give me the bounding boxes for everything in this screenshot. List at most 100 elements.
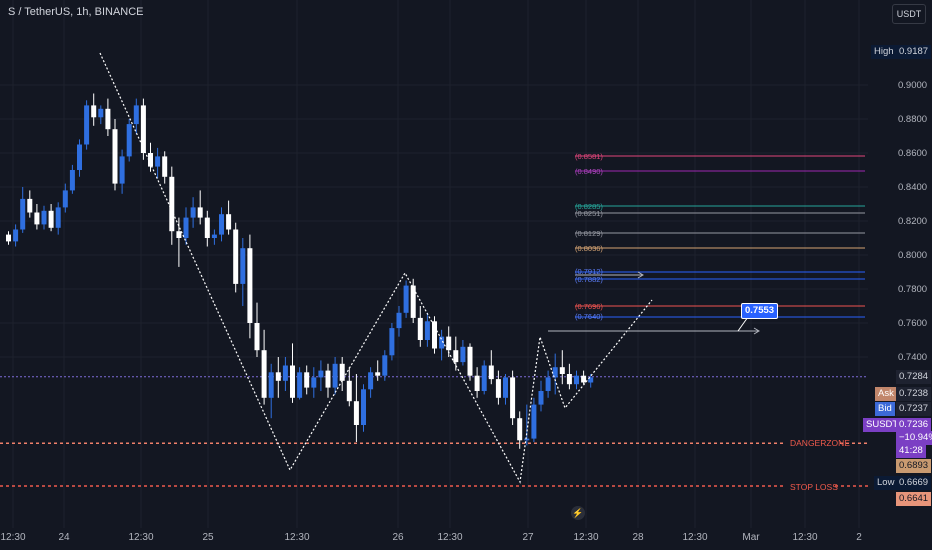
countdown: 41:28 bbox=[896, 444, 926, 458]
candle-body bbox=[339, 363, 345, 381]
x-tick: Mar bbox=[742, 532, 760, 543]
level-label: (0.8285) bbox=[575, 202, 603, 211]
candle-body bbox=[162, 156, 168, 177]
candle-body bbox=[226, 214, 232, 230]
candle-body bbox=[488, 365, 494, 380]
candle-body bbox=[467, 346, 473, 376]
candle-body bbox=[155, 156, 161, 167]
candle-body bbox=[424, 321, 430, 340]
candle-body bbox=[55, 207, 61, 228]
candle-body bbox=[439, 336, 445, 349]
ask-label: Ask bbox=[875, 387, 897, 401]
candle-body bbox=[190, 207, 196, 218]
level-label: (0.7912) bbox=[575, 267, 603, 276]
candle-body bbox=[382, 355, 388, 376]
level-label: (0.7640) bbox=[575, 312, 603, 321]
x-tick: 27 bbox=[522, 532, 534, 543]
candle-body bbox=[254, 323, 260, 351]
candle-body bbox=[204, 217, 210, 238]
candle-body bbox=[98, 108, 104, 118]
x-tick: 12:30 bbox=[284, 532, 310, 543]
candles bbox=[6, 93, 594, 449]
callout-pointer bbox=[737, 316, 749, 332]
candle-body bbox=[495, 379, 501, 398]
y-tick: 0.8800 bbox=[898, 114, 928, 125]
candle-body bbox=[325, 370, 331, 388]
candle-body bbox=[69, 170, 75, 191]
arrow-head bbox=[753, 327, 760, 335]
x-tick: 12:30 bbox=[437, 532, 463, 543]
symbol-price: 0.7236 bbox=[896, 418, 932, 432]
candle-body bbox=[318, 370, 324, 378]
dangerzone-price-tag: 0.6893 bbox=[896, 459, 932, 473]
lightning-icon[interactable]: ⚡ bbox=[571, 506, 585, 520]
x-tick: 12:30 bbox=[128, 532, 154, 543]
candle-body bbox=[211, 234, 217, 238]
candle-body bbox=[62, 190, 68, 208]
candle-body bbox=[552, 367, 558, 378]
stop-loss-price-tag: 0.6641 bbox=[896, 492, 932, 506]
candle-body bbox=[389, 328, 395, 356]
candle-body bbox=[510, 377, 516, 419]
bid-value: 0.7237 bbox=[896, 402, 932, 416]
candle-body bbox=[48, 210, 54, 228]
candle-body bbox=[517, 418, 523, 441]
y-tick: 0.7800 bbox=[898, 284, 928, 295]
level-label: (0.8490) bbox=[575, 167, 603, 176]
candle-body bbox=[574, 375, 579, 385]
candle-body bbox=[566, 374, 572, 385]
candle-body bbox=[481, 365, 487, 391]
y-tick: 0.7600 bbox=[898, 318, 928, 329]
candle-body bbox=[6, 234, 11, 242]
candle-body bbox=[361, 389, 366, 425]
horizontal-lines bbox=[0, 376, 868, 487]
candle-body bbox=[13, 229, 19, 242]
candle-body bbox=[219, 214, 224, 235]
candle-body bbox=[368, 372, 374, 390]
candle-body bbox=[474, 375, 480, 391]
y-tick: 0.8600 bbox=[898, 148, 928, 159]
candle-body bbox=[446, 336, 452, 351]
pattern-line bbox=[99, 52, 653, 484]
candle-body bbox=[105, 108, 111, 130]
candle-body bbox=[169, 176, 175, 232]
candle-body bbox=[290, 365, 295, 398]
currency-button[interactable]: USDT bbox=[892, 4, 926, 24]
candle-body bbox=[119, 156, 125, 184]
x-tick: 12:30 bbox=[792, 532, 818, 543]
ask-value: 0.7238 bbox=[896, 387, 932, 401]
candle-body bbox=[304, 372, 310, 388]
candle-body bbox=[531, 404, 537, 439]
level-label: (0.8129) bbox=[575, 229, 603, 238]
level-label: (0.8251) bbox=[575, 209, 603, 218]
x-tick: 12:30 bbox=[573, 532, 599, 543]
high-label: High bbox=[871, 45, 897, 59]
high-value: 0.9187 bbox=[896, 45, 932, 59]
candle-body bbox=[410, 285, 416, 318]
candle-body bbox=[524, 438, 530, 441]
candle-body bbox=[41, 210, 47, 225]
x-tick: 12:30 bbox=[0, 532, 26, 543]
candle-body bbox=[453, 350, 459, 363]
candle-body bbox=[503, 377, 508, 398]
candle-body bbox=[34, 212, 40, 225]
candle-body bbox=[375, 372, 381, 376]
candle-body bbox=[176, 231, 182, 238]
symbol-title: S / TetherUS, 1h, BINANCE bbox=[8, 6, 144, 18]
level-label: (0.7696) bbox=[575, 302, 603, 311]
arrow-head bbox=[637, 271, 644, 279]
candle-body bbox=[432, 321, 437, 349]
candle-body bbox=[140, 105, 146, 153]
bid-label: Bid bbox=[875, 402, 895, 416]
x-tick: 25 bbox=[202, 532, 214, 543]
candle-body bbox=[460, 346, 466, 363]
candle-body bbox=[261, 350, 267, 398]
candle-body bbox=[275, 372, 281, 381]
y-tick: 0.8400 bbox=[898, 182, 928, 193]
candle-body bbox=[91, 105, 97, 118]
candle-body bbox=[311, 377, 317, 388]
target-callout[interactable]: 0.7553 bbox=[741, 303, 779, 319]
stop-loss-label: STOP LOSS bbox=[790, 482, 838, 492]
fib-levels bbox=[575, 155, 865, 318]
